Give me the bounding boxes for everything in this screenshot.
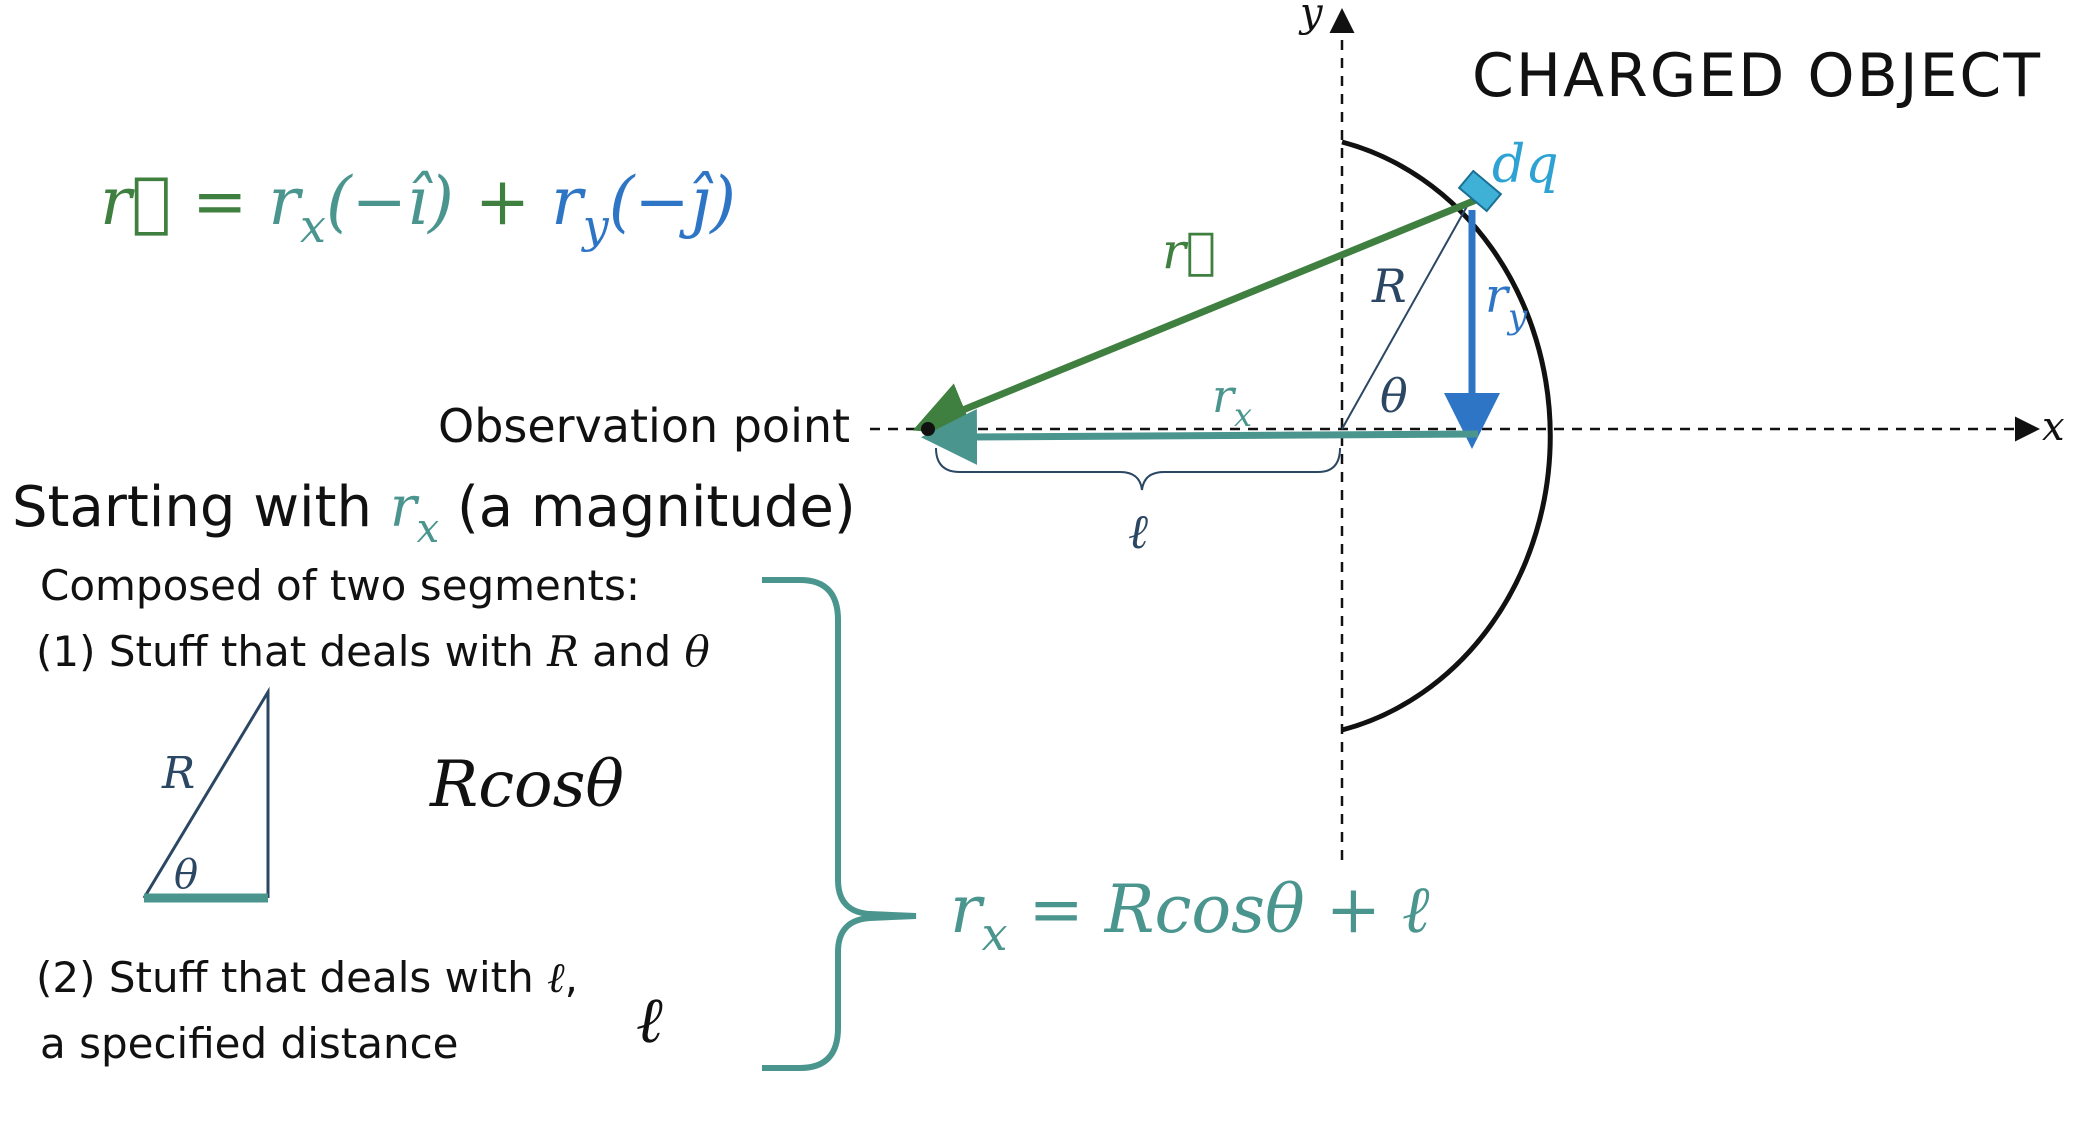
radius-line xyxy=(1341,191,1476,430)
rx-label: rx xyxy=(1212,369,1252,434)
ell-big: ℓ xyxy=(636,984,663,1058)
section-heading: Starting with rx (a magnitude) xyxy=(12,475,856,552)
result-equation: rx = Rcosθ + ℓ xyxy=(950,871,1430,961)
item-1-text: (1) Stuff that deals with R and θ xyxy=(36,627,710,676)
radius-label: R xyxy=(1371,259,1407,313)
item-2-line-2: a specified distance xyxy=(40,1019,459,1068)
dq-label: dq xyxy=(1492,135,1559,195)
triangle-R-label: R xyxy=(161,748,195,799)
charged-object-title: CHARGED OBJECT xyxy=(1472,41,2042,111)
charged-semicircle xyxy=(1341,139,1553,733)
r-vector-arrow xyxy=(912,196,1478,436)
triangle-theta-label: θ xyxy=(174,852,198,898)
composed-text: Composed of two segments: xyxy=(40,561,640,610)
rcos-text: Rcosθ xyxy=(429,748,624,822)
item-2-line-1: (2) Stuff that deals with ℓ, xyxy=(36,953,578,1002)
dq-element xyxy=(1457,169,1503,213)
big-brace xyxy=(762,577,917,1071)
theta-label: θ xyxy=(1380,369,1408,423)
observation-point-dot xyxy=(921,422,935,436)
rx-vector-arrow xyxy=(921,408,1479,465)
ell-brace xyxy=(935,447,1341,491)
y-axis-label: y xyxy=(1298,0,1324,36)
observation-point-label: Observation point xyxy=(438,399,850,453)
small-triangle xyxy=(142,686,270,899)
r-vector-label: r⃗ xyxy=(1162,222,1216,280)
x-axis-label: x xyxy=(2042,404,2065,450)
r-vector-equation: r⃗ = rx(−î) + ry(−ĵ) xyxy=(100,163,736,253)
ell-label: ℓ xyxy=(1128,504,1148,560)
ry-label: ry xyxy=(1485,268,1528,337)
